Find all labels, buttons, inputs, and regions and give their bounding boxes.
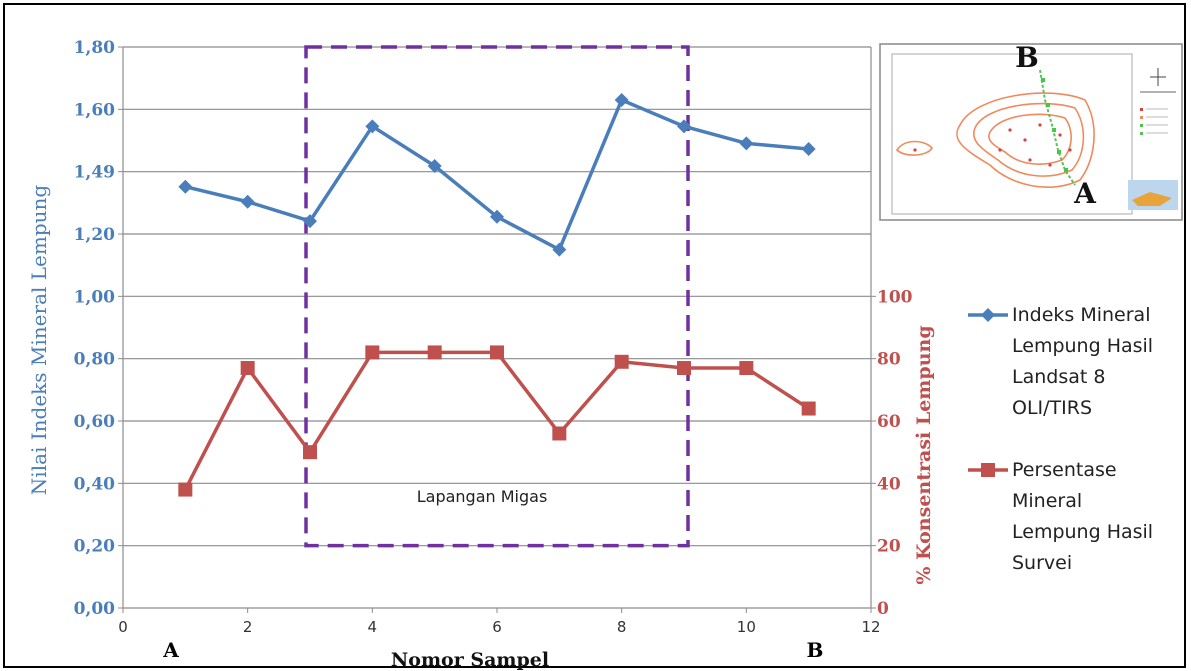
lapangan-migas-region <box>304 45 690 548</box>
series-line-1 <box>184 98 809 252</box>
inset-label-a: A <box>1073 177 1097 210</box>
x-tick-label: 6 <box>492 618 502 636</box>
left-axis-ticks: 0,00 0,20 0,40 0,60 0,80 1,00 1,20 1,49 1,60 1,80 <box>74 38 116 619</box>
data-point-square <box>365 345 380 360</box>
data-point-diamond <box>427 159 442 173</box>
right-tick-label: 80 <box>877 350 901 370</box>
x-tick-label: 12 <box>861 618 880 636</box>
left-tick-label: 1,60 <box>74 100 116 120</box>
x-tick-label: 8 <box>617 618 627 636</box>
data-point-diamond <box>552 242 567 257</box>
x-axis-title: Nomor Sampel <box>391 649 549 671</box>
data-point-square <box>614 354 629 369</box>
data-point-square <box>677 361 691 376</box>
left-axis-title: Nilai Indeks Mineral Lempung <box>27 185 51 496</box>
region-box <box>304 45 690 548</box>
legend-label-line: Indeks Mineral <box>1012 304 1150 326</box>
data-point-square <box>427 345 442 360</box>
legend: Indeks Mineral Lempung Hasil Landsat 8 OLI/… <box>968 304 1153 574</box>
left-tick-label: 1,20 <box>74 225 116 245</box>
left-tick-label: 0,40 <box>74 474 116 494</box>
right-tick-label: 0 <box>877 599 889 619</box>
inset-transect <box>1039 69 1076 186</box>
inset-sample-points <box>913 123 1072 167</box>
right-tick-label: 20 <box>877 537 901 557</box>
data-point-diamond <box>614 92 629 107</box>
x-end-label-b: B <box>807 638 824 662</box>
data-point-diamond <box>178 179 193 194</box>
x-tick-label: 2 <box>243 618 253 636</box>
x-tick-label: 0 <box>118 618 128 636</box>
data-point-diamond <box>240 194 255 209</box>
left-tick-label: 1,00 <box>74 287 116 307</box>
region-label: Lapangan Migas <box>417 487 548 506</box>
inset-legend-panel <box>1128 68 1178 210</box>
data-point-diamond <box>365 119 380 134</box>
right-tick-label: 100 <box>877 287 913 307</box>
left-tick-label: 0,60 <box>74 412 116 432</box>
x-end-label-a: A <box>162 638 179 662</box>
data-point-square <box>552 426 567 441</box>
legend-label-line: Mineral <box>1012 490 1082 512</box>
left-tick-label: 1,49 <box>74 163 115 183</box>
data-point-square <box>490 345 504 360</box>
data-point-square <box>801 401 816 416</box>
legend-label-line: Persentase <box>1012 459 1117 481</box>
legend-label-line: OLI/TIRS <box>1012 397 1092 419</box>
axes <box>118 46 876 613</box>
legend-label-line: Lempung Hasil <box>1012 521 1153 543</box>
right-tick-label: 60 <box>877 412 901 432</box>
data-point-diamond <box>677 119 691 134</box>
data-point-square <box>178 482 193 497</box>
left-tick-label: 1,80 <box>74 38 116 58</box>
legend-label-line: Survei <box>1012 552 1072 574</box>
x-axis-ticks: 0 2 4 6 8 10 12 <box>118 618 880 636</box>
left-tick-label: 0,20 <box>74 537 116 557</box>
data-point-diamond <box>739 136 754 151</box>
legend-label-line: Lempung Hasil <box>1012 335 1153 357</box>
x-tick-label: 4 <box>368 618 378 636</box>
left-tick-label: 0,80 <box>74 350 116 370</box>
gridlines <box>123 46 871 547</box>
right-axis-ticks: 0 20 40 60 80 100 <box>877 287 913 619</box>
inset-label-b: B <box>1015 41 1039 74</box>
data-point-diamond <box>490 209 504 224</box>
legend-marker-diamond <box>981 308 995 322</box>
series-layer <box>178 92 816 497</box>
data-point-square <box>739 361 754 376</box>
data-point-square <box>240 361 255 376</box>
left-tick-label: 0,00 <box>74 599 116 619</box>
legend-marker-square <box>981 463 995 477</box>
right-tick-label: 40 <box>877 474 901 494</box>
inset-map: B A <box>879 41 1183 221</box>
data-point-diamond <box>303 214 317 229</box>
data-point-square <box>303 445 317 460</box>
x-tick-label: 10 <box>737 618 756 636</box>
right-axis-title: % Konsentrasi Lempung <box>913 325 935 584</box>
data-point-diamond <box>801 142 816 156</box>
legend-label-line: Landsat 8 <box>1012 366 1105 388</box>
